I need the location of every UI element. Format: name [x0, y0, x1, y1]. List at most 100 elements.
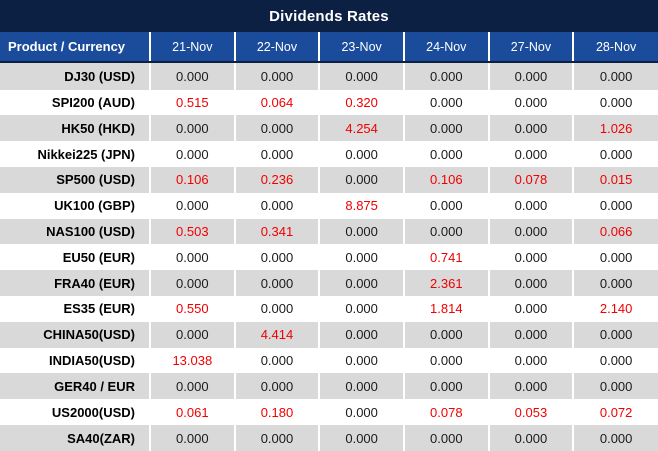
rate-cell: 0.064: [234, 89, 321, 116]
rate-cell: 0.000: [150, 373, 236, 400]
table-title: Dividends Rates: [0, 0, 658, 32]
date-column-header: 28-Nov: [573, 32, 658, 63]
table-row: SP500 (USD) 0.106 0.236 0.000 0.106 0.078 0.01…: [0, 166, 658, 193]
rate-cell: 0.000: [150, 141, 236, 167]
rate-cell: 0.000: [234, 270, 321, 297]
rate-cell: 0.000: [403, 115, 490, 142]
rate-cell: 0.515: [150, 89, 236, 116]
product-cell: US2000(USD): [0, 399, 151, 426]
product-cell: FRA40 (EUR): [0, 270, 151, 297]
rate-cell: 0.000: [488, 192, 575, 219]
rates-tbody: DJ30 (USD) 0.000 0.000 0.000 0.000 0.000 0.000…: [0, 62, 658, 451]
rate-cell: 0.066: [599, 224, 633, 239]
rate-cell: 0.000: [403, 218, 490, 245]
rate-cell: 0.000: [488, 321, 575, 348]
rate-cell: 0.000: [488, 373, 575, 400]
rate-cell: 0.000: [488, 244, 575, 271]
product-cell: SA40(ZAR): [0, 425, 151, 451]
date-column-header: 22-Nov: [234, 32, 321, 63]
rate-cell: 0.000: [488, 115, 575, 142]
table-row: HK50 (HKD) 0.000 0.000 4.254 0.000 0.000 1.026: [0, 115, 658, 142]
rate-cell: 0.000: [488, 141, 575, 167]
rate-cell: 1.026: [599, 120, 633, 136]
table-row: DJ30 (USD) 0.000 0.000 0.000 0.000 0.000 0.000: [0, 62, 658, 90]
table-row: EU50 (EUR) 0.000 0.000 0.000 0.741 0.000 0.000: [0, 244, 658, 271]
rate-cell: 0.000: [599, 275, 633, 291]
rate-cell: 0.000: [319, 425, 405, 451]
product-cell: CHINA50(USD): [0, 321, 151, 348]
product-cell: INDIA50(USD): [0, 347, 151, 374]
rate-cell: 0.000: [599, 353, 633, 369]
rate-cell: 0.000: [234, 141, 321, 167]
rate-cell: 0.078: [488, 166, 575, 193]
rate-cell: 0.106: [403, 166, 490, 193]
rate-cell: 4.414: [234, 321, 321, 348]
rate-cell: 0.000: [488, 347, 575, 374]
rate-cell: 1.814: [403, 296, 490, 322]
rate-cell: 0.000: [403, 192, 490, 219]
rate-cell: 0.236: [234, 166, 321, 193]
rate-cell: 0.000: [319, 141, 405, 167]
rate-cell: 0.000: [403, 321, 490, 348]
table-row: NAS100 (USD) 0.503 0.341 0.000 0.000 0.000 0.0…: [0, 218, 658, 245]
product-cell: Nikkei225 (JPN): [0, 141, 151, 167]
rate-cell: 2.361: [403, 270, 490, 297]
rate-cell: 0.000: [599, 198, 633, 214]
rate-cell: 0.000: [319, 321, 405, 348]
product-cell: GER40 / EUR: [0, 373, 151, 400]
rate-cell: 0.000: [234, 347, 321, 374]
rate-cell: 0.000: [403, 89, 490, 116]
rate-cell: 0.000: [234, 244, 321, 271]
rate-cell: 0.320: [319, 89, 405, 116]
product-cell: DJ30 (USD): [0, 62, 151, 90]
rate-cell: 0.550: [150, 296, 236, 322]
rate-cell: 0.000: [150, 425, 236, 451]
table-row: ES35 (EUR) 0.550 0.000 0.000 1.814 0.000 2.140: [0, 296, 658, 322]
table-row: US2000(USD) 0.061 0.180 0.000 0.078 0.053 0.07…: [0, 399, 658, 426]
rate-cell: 0.000: [319, 166, 405, 193]
rate-cell: 0.000: [403, 62, 490, 90]
product-cell: SP500 (USD): [0, 166, 151, 193]
rate-cell: 0.053: [488, 399, 575, 426]
rate-cell: 0.000: [319, 218, 405, 245]
rate-cell: 0.000: [488, 89, 575, 116]
table-row: CHINA50(USD) 0.000 4.414 0.000 0.000 0.000 0.0…: [0, 321, 658, 348]
rate-cell: 0.341: [234, 218, 321, 245]
rate-cell: 0.000: [234, 296, 321, 322]
rate-cell: 0.015: [599, 172, 633, 188]
rate-cell: 0.000: [319, 373, 405, 400]
rate-cell: 0.000: [150, 62, 236, 90]
rate-cell: 0.000: [599, 378, 633, 394]
rate-cell: 0.000: [488, 296, 575, 322]
date-column-header: 24-Nov: [403, 32, 490, 63]
product-cell: SPI200 (AUD): [0, 89, 151, 116]
rate-cell: 0.000: [488, 218, 575, 245]
product-cell: NAS100 (USD): [0, 218, 151, 245]
rate-cell: 0.000: [488, 62, 575, 90]
rate-cell: 0.000: [319, 244, 405, 271]
rate-cell: 0.000: [319, 347, 405, 374]
table-row: FRA40 (EUR) 0.000 0.000 0.000 2.361 0.000 0.00…: [0, 270, 658, 297]
rate-cell: 0.000: [319, 296, 405, 322]
table-row: GER40 / EUR 0.000 0.000 0.000 0.000 0.000 0.00…: [0, 373, 658, 400]
rate-cell: 0.106: [150, 166, 236, 193]
rate-cell: 0.000: [488, 425, 575, 451]
rate-cell: 0.000: [488, 270, 575, 297]
table-row: SPI200 (AUD) 0.515 0.064 0.320 0.000 0.000 0.0…: [0, 89, 658, 116]
date-column-header: 23-Nov: [319, 32, 405, 63]
rate-cell: 0.000: [234, 373, 321, 400]
rate-cell: 4.254: [319, 115, 405, 142]
rate-cell: 0.000: [150, 244, 236, 271]
table-row: Nikkei225 (JPN) 0.000 0.000 0.000 0.000 0.000…: [0, 141, 658, 167]
rate-cell: 0.000: [599, 249, 633, 265]
product-cell: HK50 (HKD): [0, 115, 151, 142]
rate-cell: 0.000: [150, 115, 236, 142]
rate-cell: 0.000: [150, 321, 236, 348]
table-row: SA40(ZAR) 0.000 0.000 0.000 0.000 0.000 0.000: [0, 425, 658, 451]
rate-cell: 0.000: [403, 425, 490, 451]
rate-cell: 0.000: [599, 146, 633, 162]
rate-cell: 0.000: [599, 68, 633, 84]
table-row: INDIA50(USD) 13.038 0.000 0.000 0.000 0.000 0.…: [0, 347, 658, 374]
rate-cell: 8.875: [319, 192, 405, 219]
